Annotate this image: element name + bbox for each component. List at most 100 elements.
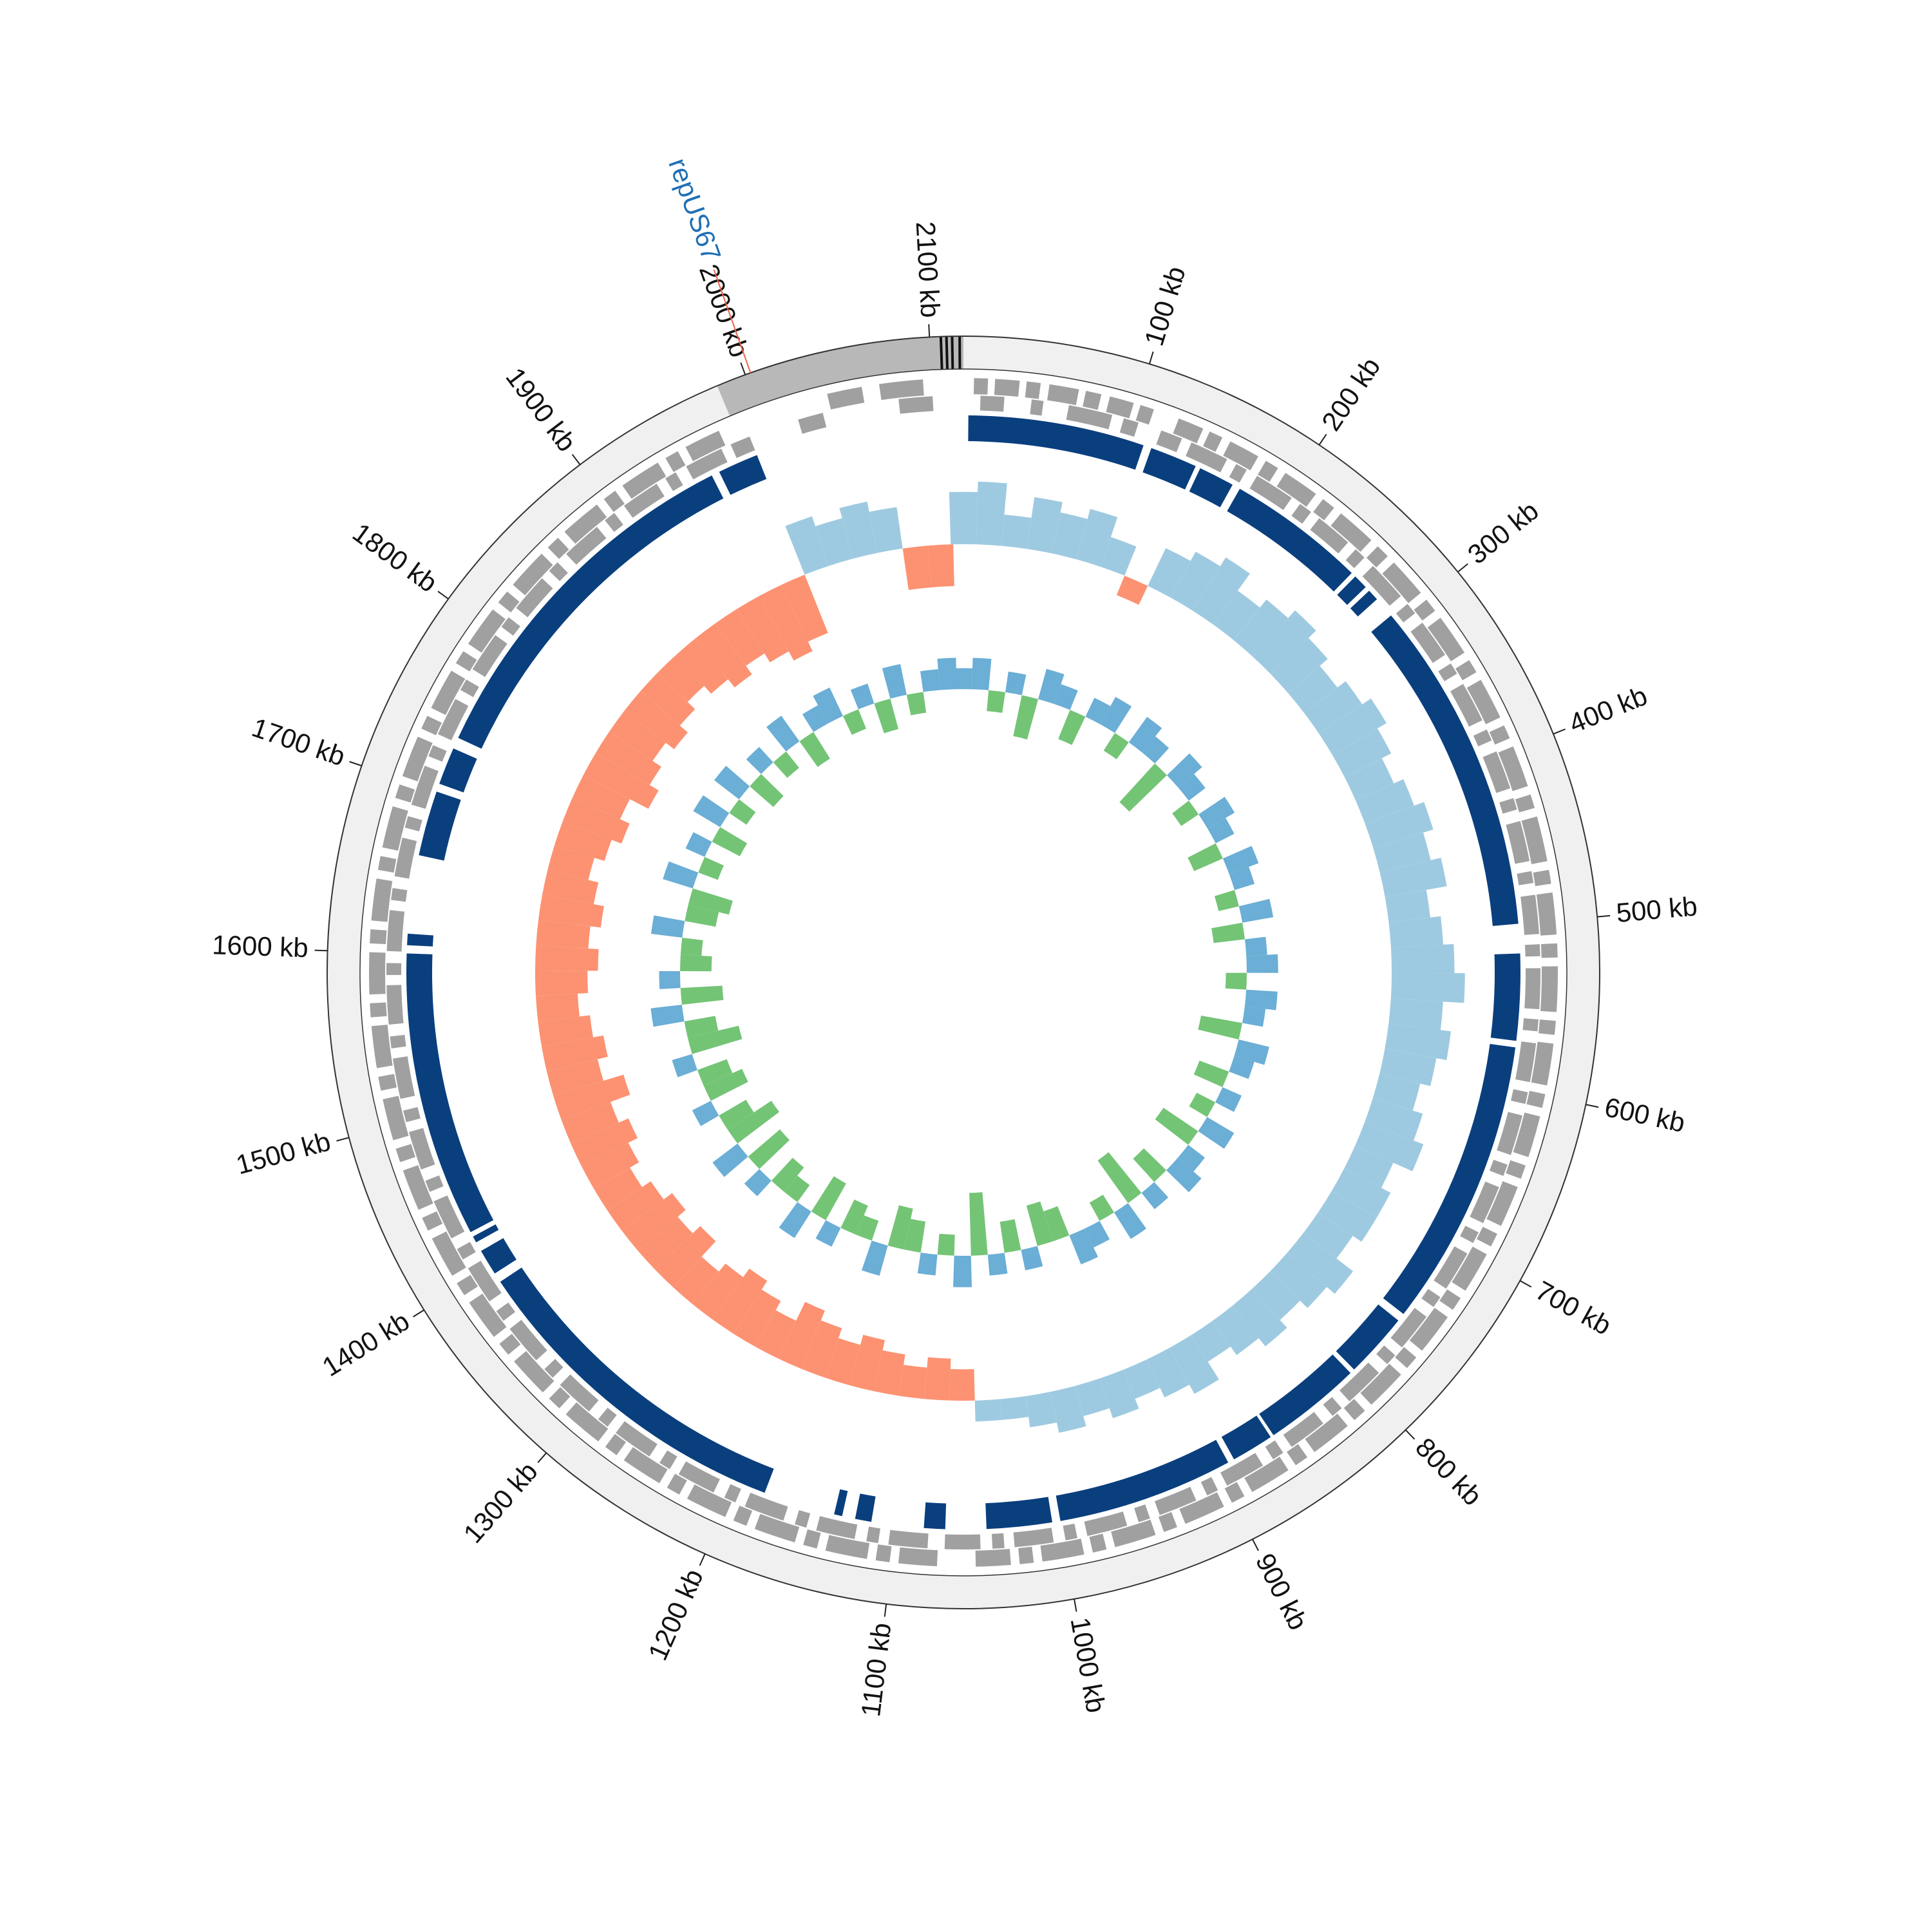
gc-bar — [1172, 800, 1199, 826]
block — [419, 791, 461, 861]
skew-bar — [596, 731, 661, 785]
skew-bar — [554, 821, 612, 861]
skew-bar — [1099, 1369, 1139, 1419]
skew-bar — [1170, 551, 1220, 611]
skew-bar — [824, 1338, 860, 1385]
gc-bar — [1188, 843, 1223, 871]
gene-feature — [516, 578, 553, 618]
gc-bar — [1244, 936, 1267, 956]
gene-feature — [875, 1544, 892, 1562]
gc-bar — [811, 1176, 846, 1220]
skew-bar — [1288, 665, 1338, 713]
gc-bar — [1133, 1148, 1167, 1182]
tick-label: 1800 kb — [347, 517, 443, 598]
gene-feature — [605, 513, 623, 532]
gene-feature — [980, 395, 1005, 412]
skew-bar — [1318, 698, 1387, 755]
gene-feature — [1455, 659, 1477, 681]
skew-bar — [785, 516, 829, 575]
block — [1056, 1439, 1229, 1521]
gc-bar — [688, 888, 733, 915]
block — [1350, 591, 1378, 617]
gc-bar — [1005, 671, 1027, 696]
gene-feature — [402, 1165, 433, 1210]
gc-bar — [802, 705, 828, 732]
gene-feature — [403, 1107, 421, 1122]
skew-bar — [536, 993, 580, 1021]
gc-bar — [813, 687, 843, 724]
gene-feature — [1173, 418, 1204, 444]
tick-label: 300 kb — [1462, 495, 1544, 570]
gc-bar — [746, 746, 773, 774]
skew-bar — [655, 1226, 716, 1288]
gene-feature — [390, 1034, 406, 1048]
gene-feature — [1013, 1528, 1054, 1548]
skew-bar — [640, 672, 696, 726]
gc-bar — [815, 1220, 841, 1247]
gene-feature — [1410, 622, 1446, 663]
gc-bar — [1211, 922, 1245, 943]
gene-feature — [1179, 1492, 1224, 1524]
gene-feature — [1382, 562, 1421, 603]
gc-bar — [1166, 1157, 1202, 1193]
gene-feature — [1106, 396, 1134, 419]
tick-label: 1200 kb — [642, 1564, 709, 1665]
gene-feature — [1276, 473, 1316, 507]
skew-bar — [1123, 1359, 1160, 1399]
gc-bar — [684, 1016, 719, 1038]
skew-bar — [1101, 536, 1137, 576]
skew-bar — [1372, 1074, 1421, 1111]
gene-feature — [623, 1446, 668, 1484]
gene-feature — [391, 887, 408, 902]
tick-mark — [1074, 1598, 1077, 1612]
ring-inner-edge — [359, 368, 1567, 1577]
gene-feature — [371, 878, 393, 922]
gene-feature — [1515, 1041, 1537, 1083]
gc-bar — [712, 827, 748, 857]
gene-feature — [1366, 546, 1388, 568]
skew-bar — [849, 1334, 885, 1392]
skew-bar — [1251, 1271, 1300, 1320]
gc-bar — [972, 658, 992, 690]
gene-feature — [378, 1074, 397, 1091]
gc-bar — [1103, 733, 1129, 760]
annotation-label: repUS67 — [663, 154, 727, 265]
skew-bar — [1025, 1392, 1057, 1428]
gene-feature — [370, 1002, 387, 1018]
gene-feature — [513, 553, 553, 596]
gene-feature — [1539, 1019, 1556, 1036]
gene-feature — [469, 1293, 507, 1337]
skew-bar — [1052, 512, 1088, 560]
skew-bar — [535, 945, 599, 971]
gene-feature — [1200, 1477, 1218, 1496]
gc-bar — [1234, 1039, 1269, 1065]
gc-bar — [1215, 1087, 1242, 1112]
gene-feature — [1540, 943, 1558, 958]
tick-mark — [699, 1553, 706, 1566]
block — [1259, 1354, 1351, 1435]
gene-feature — [1220, 1453, 1264, 1486]
tick-label: 1600 kb — [212, 929, 309, 963]
skew-bar — [621, 1193, 686, 1251]
skew-bar — [1270, 1253, 1327, 1308]
gene-feature — [457, 1274, 478, 1296]
tick-mark — [349, 761, 362, 767]
gc-bar — [850, 683, 875, 710]
block — [855, 1493, 876, 1522]
gene-feature — [616, 1421, 658, 1457]
gene-feature — [1063, 1523, 1077, 1540]
gc-bar — [1155, 1108, 1198, 1145]
gene-feature — [549, 1387, 571, 1408]
skew-bar — [902, 545, 932, 591]
tick-label: 1500 kb — [233, 1126, 334, 1180]
gc-bar — [1208, 818, 1235, 844]
gene-feature — [1223, 441, 1258, 471]
gene-feature — [468, 1260, 502, 1302]
gc-bar — [650, 1005, 685, 1027]
gene-feature — [1515, 794, 1535, 813]
skew-bar — [1388, 998, 1443, 1030]
gene-feature — [382, 806, 408, 851]
tick-label: 1700 kb — [248, 712, 349, 772]
gc-bar — [650, 915, 685, 938]
gene-feature — [1489, 725, 1510, 745]
